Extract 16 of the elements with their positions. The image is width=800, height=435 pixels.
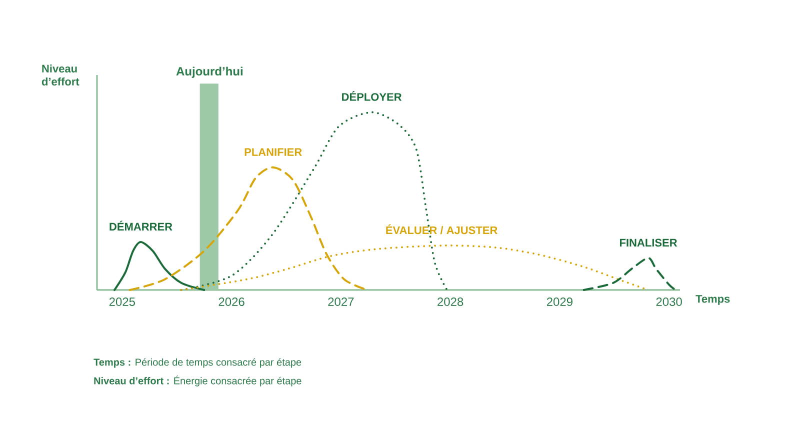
series-label: DÉPLOYER [342, 91, 402, 101]
series-label: DÉMARRER [110, 220, 172, 230]
x-tick-label: 2030 [656, 298, 682, 306]
series-label: FINALISER [620, 238, 678, 247]
x-tick-label: 2027 [328, 298, 354, 306]
y-axis-title: Niveau d’effort [42, 64, 80, 86]
x-axis-title: Temps [696, 295, 730, 305]
x-tick-label: 2026 [218, 298, 244, 306]
band-label: Aujourd’hui [176, 66, 242, 78]
text: Temps : Période de temps consacré par étape [94, 358, 302, 368]
x-tick-label: 2029 [546, 298, 572, 306]
series-label: PLANIFIER [244, 148, 302, 156]
x-tick-label: 2028 [438, 298, 464, 306]
x-tick-label: 2025 [109, 298, 135, 306]
text: Niveau d’effort : Énergie consacrée par étape [94, 376, 302, 386]
series-label: ÉVALUER / AJUSTER [386, 224, 498, 234]
